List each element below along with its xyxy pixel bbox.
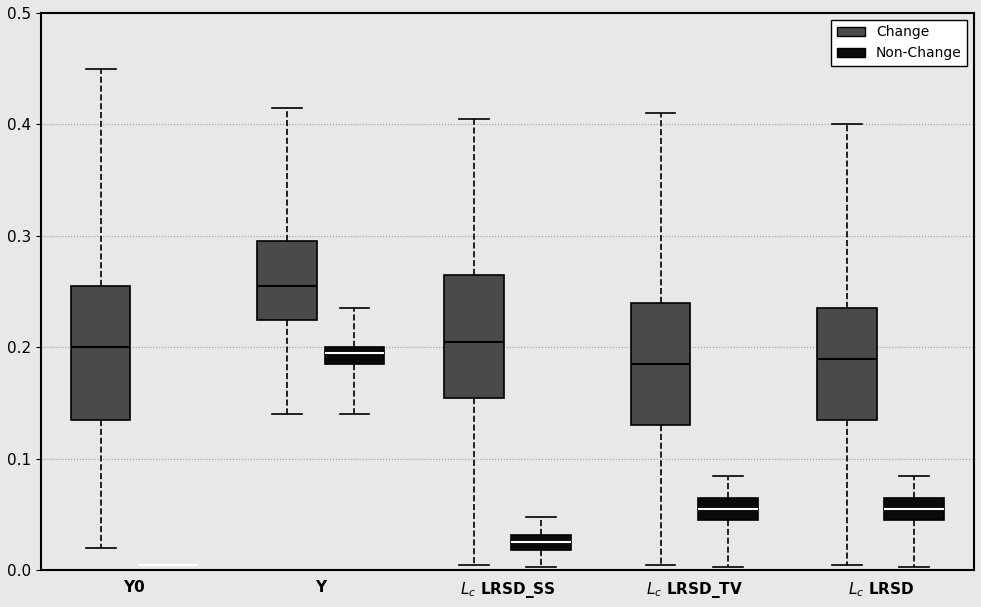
PathPatch shape: [325, 347, 385, 364]
Legend: Change, Non-Change: Change, Non-Change: [831, 20, 967, 66]
PathPatch shape: [71, 286, 130, 420]
PathPatch shape: [257, 242, 317, 319]
PathPatch shape: [817, 308, 877, 420]
PathPatch shape: [885, 498, 944, 520]
PathPatch shape: [631, 303, 691, 426]
PathPatch shape: [697, 498, 757, 520]
PathPatch shape: [511, 535, 571, 551]
PathPatch shape: [444, 275, 504, 398]
